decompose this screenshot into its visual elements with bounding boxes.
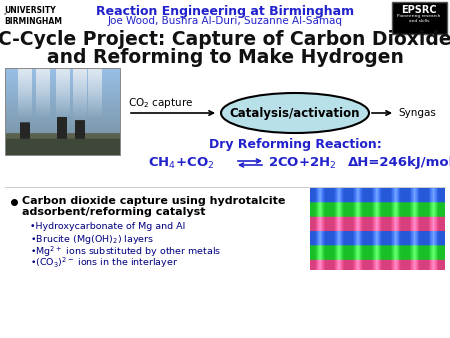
Text: CH$_4$+CO$_2$: CH$_4$+CO$_2$ <box>148 156 214 171</box>
Bar <box>5 68 120 155</box>
Text: and skills: and skills <box>409 19 429 23</box>
Text: Catalysis/activation: Catalysis/activation <box>230 106 360 120</box>
Text: and Reforming to Make Hydrogen: and Reforming to Make Hydrogen <box>46 48 404 67</box>
Text: •Hydroxycarbonate of Mg and Al: •Hydroxycarbonate of Mg and Al <box>30 222 185 231</box>
Text: C-Cycle Project: Capture of Carbon Dioxide: C-Cycle Project: Capture of Carbon Dioxi… <box>0 30 450 49</box>
Text: •Brucite (Mg(OH)$_2$) layers: •Brucite (Mg(OH)$_2$) layers <box>30 233 154 246</box>
Text: adsorbent/reforming catalyst: adsorbent/reforming catalyst <box>22 207 206 217</box>
Text: Syngas: Syngas <box>398 108 436 118</box>
Text: •Mg$^{2+}$ ions substituted by other metals: •Mg$^{2+}$ ions substituted by other met… <box>30 244 221 259</box>
Text: Joe Wood, Bushra Al-Duri, Suzanne Al-Samaq: Joe Wood, Bushra Al-Duri, Suzanne Al-Sam… <box>108 16 342 26</box>
Text: CO$_2$ capture: CO$_2$ capture <box>128 96 193 110</box>
Text: UNIVERSITY: UNIVERSITY <box>4 6 56 15</box>
Text: Reaction Engineering at Birmingham: Reaction Engineering at Birmingham <box>96 5 354 18</box>
FancyBboxPatch shape <box>392 2 447 34</box>
Text: EPSRC: EPSRC <box>401 5 437 15</box>
Ellipse shape <box>221 93 369 133</box>
Text: 2CO+2H$_2$: 2CO+2H$_2$ <box>268 156 337 171</box>
Text: BIRMINGHAM: BIRMINGHAM <box>4 17 62 26</box>
Text: Dry Reforming Reaction:: Dry Reforming Reaction: <box>209 138 382 151</box>
Text: Pioneering research: Pioneering research <box>397 14 441 18</box>
Text: ᵒᶠ: ᵒᶠ <box>4 13 8 18</box>
Text: Carbon dioxide capture using hydrotalcite: Carbon dioxide capture using hydrotalcit… <box>22 196 285 206</box>
Text: ΔH=246kJ/mol: ΔH=246kJ/mol <box>348 156 450 169</box>
Text: •(CO$_3$)$^{2-}$ ions in the interlayer: •(CO$_3$)$^{2-}$ ions in the interlayer <box>30 255 178 270</box>
